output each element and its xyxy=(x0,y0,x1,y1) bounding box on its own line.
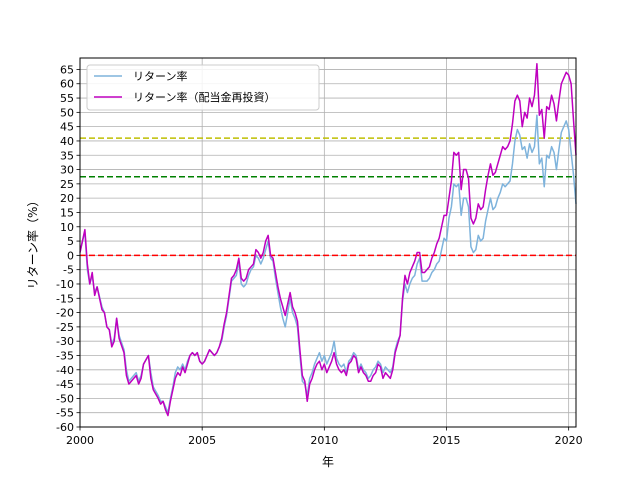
y-tick-label: 50 xyxy=(60,106,74,119)
y-tick-label: 45 xyxy=(60,121,74,134)
y-tick-label: -55 xyxy=(56,407,74,420)
y-tick-label: 55 xyxy=(60,92,74,105)
y-tick-label: 5 xyxy=(67,235,74,248)
y-tick-label: -50 xyxy=(56,392,74,405)
y-tick-label: -35 xyxy=(56,349,74,362)
y-tick-label: -5 xyxy=(63,264,74,277)
y-tick-label: -10 xyxy=(56,278,74,291)
y-axis-label: リターン率（%） xyxy=(25,195,40,290)
y-tick-label: -25 xyxy=(56,321,74,334)
legend-label-series-2: リターン率（配当金再投資） xyxy=(133,90,275,104)
grid xyxy=(79,58,576,428)
y-tick-label: -15 xyxy=(56,292,74,305)
x-tick-label: 2010 xyxy=(310,434,338,447)
plot-frame xyxy=(79,57,577,428)
x-axis-label: 年 xyxy=(322,455,334,469)
y-tick-label: -30 xyxy=(56,335,74,348)
y-tick-label: 15 xyxy=(60,206,74,219)
x-tick-label: 2000 xyxy=(66,434,94,447)
legend-box xyxy=(86,64,320,111)
y-tick-label: -60 xyxy=(56,421,74,434)
y-tick-label: 30 xyxy=(60,164,74,177)
x-axis: 2000 2005 2010 2015 2020 xyxy=(66,427,583,447)
x-tick-label: 2020 xyxy=(555,434,583,447)
y-tick-label: 35 xyxy=(60,149,74,162)
series-line-2 xyxy=(79,62,577,417)
y-tick-label: 65 xyxy=(60,63,74,76)
series-lines xyxy=(79,62,577,417)
x-tick-label: 2005 xyxy=(188,434,216,447)
y-axis: -60-55-50-45-40-35-30-25-20-15-10-505101… xyxy=(56,63,80,434)
y-tick-label: 25 xyxy=(60,178,74,191)
reference-lines xyxy=(80,137,576,257)
legend-label-series-1: リターン率 xyxy=(133,69,187,83)
legend: リターン率 リターン率（配当金再投資） xyxy=(86,64,320,111)
y-tick-label: 10 xyxy=(60,221,74,234)
y-tick-label: 0 xyxy=(67,249,74,262)
y-tick-label: -45 xyxy=(56,378,74,391)
plot-area xyxy=(80,58,576,427)
x-tick-label: 2015 xyxy=(433,434,461,447)
y-tick-label: -20 xyxy=(56,307,74,320)
y-tick-label: -40 xyxy=(56,364,74,377)
y-tick-label: 40 xyxy=(60,135,74,148)
y-tick-label: 20 xyxy=(60,192,74,205)
y-tick-label: 60 xyxy=(60,78,74,91)
